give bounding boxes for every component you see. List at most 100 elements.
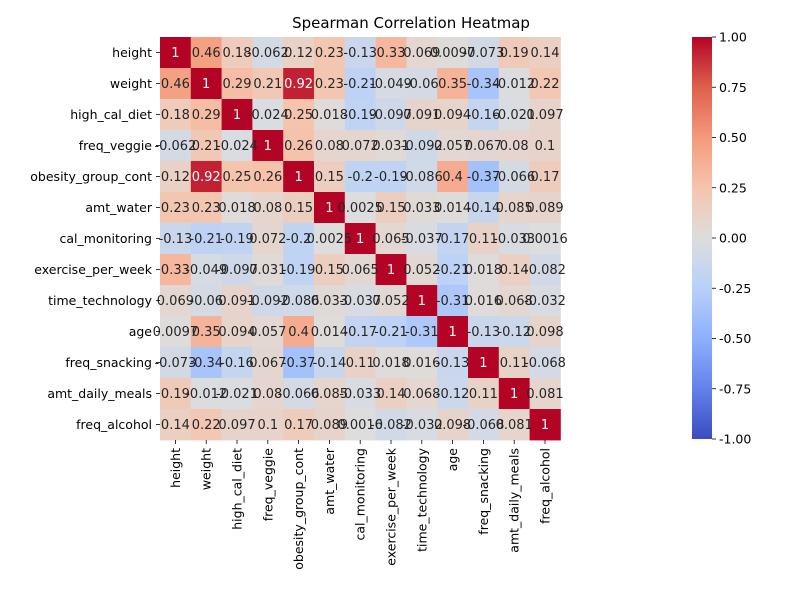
heatmap-cell xyxy=(468,37,500,69)
row-label: freq_veggie xyxy=(79,138,153,153)
cell-value-label: 0.1 xyxy=(535,139,556,154)
row-label: weight xyxy=(110,76,152,91)
heatmap-cell xyxy=(221,161,253,193)
cell-value-label: 0.052 xyxy=(403,263,440,278)
cell-value-label: 0.23 xyxy=(161,201,190,216)
heatmap-cell xyxy=(498,254,530,286)
cell-value-label: 0.92 xyxy=(284,77,313,92)
heatmap-cell xyxy=(344,37,376,69)
heatmap-cell xyxy=(344,347,376,379)
row-label: amt_water xyxy=(85,200,152,215)
heatmap-cell xyxy=(344,161,376,193)
heatmap-cell xyxy=(468,223,500,255)
cell-value-label: 0.057 xyxy=(434,139,471,154)
cell-value-label: -0.033 xyxy=(493,232,535,247)
heatmap-cell xyxy=(529,192,561,224)
heatmap-cell xyxy=(498,130,530,162)
heatmap-cell xyxy=(406,254,438,286)
cell-value-label: 0.23 xyxy=(315,46,344,61)
cell-value-label: -0.066 xyxy=(493,170,535,185)
heatmap-cell xyxy=(468,409,500,441)
cell-value-label: 0.35 xyxy=(192,325,221,340)
cell-value-label: 0.15 xyxy=(315,170,344,185)
heatmap-cell xyxy=(468,192,500,224)
cell-value-label: 0.072 xyxy=(342,139,379,154)
heatmap-cell xyxy=(160,37,192,69)
heatmap-cell xyxy=(375,347,407,379)
heatmap-cell xyxy=(190,254,222,286)
cell-value-label: 0.08 xyxy=(253,387,282,402)
cell-value-label: 0.33 xyxy=(161,263,190,278)
cell-value-label: 0.085 xyxy=(311,387,348,402)
cell-value-label: 0.0025 xyxy=(307,232,353,247)
cell-value-label: 0.018 xyxy=(218,201,255,216)
heatmap-cell xyxy=(190,37,222,69)
heatmap-cell xyxy=(160,409,192,441)
cell-value-label: 0.098 xyxy=(526,325,563,340)
cell-value-label: -0.31 xyxy=(405,325,439,340)
cell-value-label: 0.098 xyxy=(434,418,471,433)
column-label: cal_monitoring xyxy=(353,448,368,541)
heatmap-cell xyxy=(375,316,407,348)
cell-value-label: 0.08 xyxy=(315,139,344,154)
heatmap-cell xyxy=(468,68,500,100)
column-label: time_technology xyxy=(414,447,429,552)
heatmap-cell xyxy=(344,192,376,224)
cell-value-label: 0.014 xyxy=(311,325,348,340)
cell-value-label: -0.068 xyxy=(524,356,566,371)
heatmap-cell xyxy=(406,130,438,162)
heatmap-cell xyxy=(314,161,346,193)
heatmap-cell xyxy=(221,409,253,441)
heatmap-cell xyxy=(529,99,561,131)
heatmap-cell xyxy=(529,130,561,162)
colorbar-tick-label: -1.00 xyxy=(719,432,751,447)
cell-value-label: 0.072 xyxy=(249,232,286,247)
cell-value-label: 0.26 xyxy=(253,170,282,185)
cell-value-label: 0.016 xyxy=(465,294,502,309)
cell-value-label: 0.14 xyxy=(531,46,560,61)
heatmap-cell xyxy=(437,378,469,410)
heatmap-cell xyxy=(314,68,346,100)
heatmap-cell xyxy=(160,347,192,379)
heatmap-cell xyxy=(529,285,561,317)
heatmap-cell xyxy=(190,285,222,317)
heatmap-cell xyxy=(314,285,346,317)
heatmap-cell xyxy=(221,130,253,162)
heatmap-cell xyxy=(314,223,346,255)
cell-value-label: 0.085 xyxy=(496,201,533,216)
heatmap-cell xyxy=(437,316,469,348)
cell-value-label: 0.29 xyxy=(192,108,221,123)
heatmap-cell xyxy=(498,99,530,131)
cell-value-label: 1 xyxy=(264,139,272,154)
heatmap-cell xyxy=(344,99,376,131)
cell-value-label: 0.067 xyxy=(465,139,502,154)
heatmap-cell xyxy=(221,378,253,410)
heatmap-cell xyxy=(529,223,561,255)
column-label: freq_alcohol xyxy=(538,448,553,524)
cell-value-label: -0.19 xyxy=(282,263,316,278)
cell-value-label: 0.35 xyxy=(438,77,467,92)
cell-value-label: 0.25 xyxy=(223,170,252,185)
cell-value-label: 0.15 xyxy=(315,263,344,278)
heatmap-cell xyxy=(468,161,500,193)
cell-value-label: 0.089 xyxy=(526,201,563,216)
cell-value-label: -0.06 xyxy=(405,77,439,92)
heatmap-cell xyxy=(406,37,438,69)
cell-value-label: -0.097 xyxy=(370,108,412,123)
cell-value-label: 0.11 xyxy=(346,356,375,371)
heatmap-cell xyxy=(314,409,346,441)
cell-value-label: -0.06 xyxy=(189,294,223,309)
heatmap-cell xyxy=(190,378,222,410)
cell-value-label: 0.11 xyxy=(469,387,498,402)
cell-value-label: 0.089 xyxy=(311,418,348,433)
cell-value-label: 1 xyxy=(387,263,395,278)
heatmap-cell xyxy=(283,223,315,255)
heatmap-cell xyxy=(437,161,469,193)
cell-value-label: -0.021 xyxy=(493,108,535,123)
colorbar-tick-label: 0.50 xyxy=(719,130,747,145)
heatmap-cell xyxy=(221,316,253,348)
heatmap-cell xyxy=(221,223,253,255)
cell-value-label: 0.22 xyxy=(531,77,560,92)
row-label: exercise_per_week xyxy=(34,262,152,277)
cell-value-label: 0.11 xyxy=(469,232,498,247)
